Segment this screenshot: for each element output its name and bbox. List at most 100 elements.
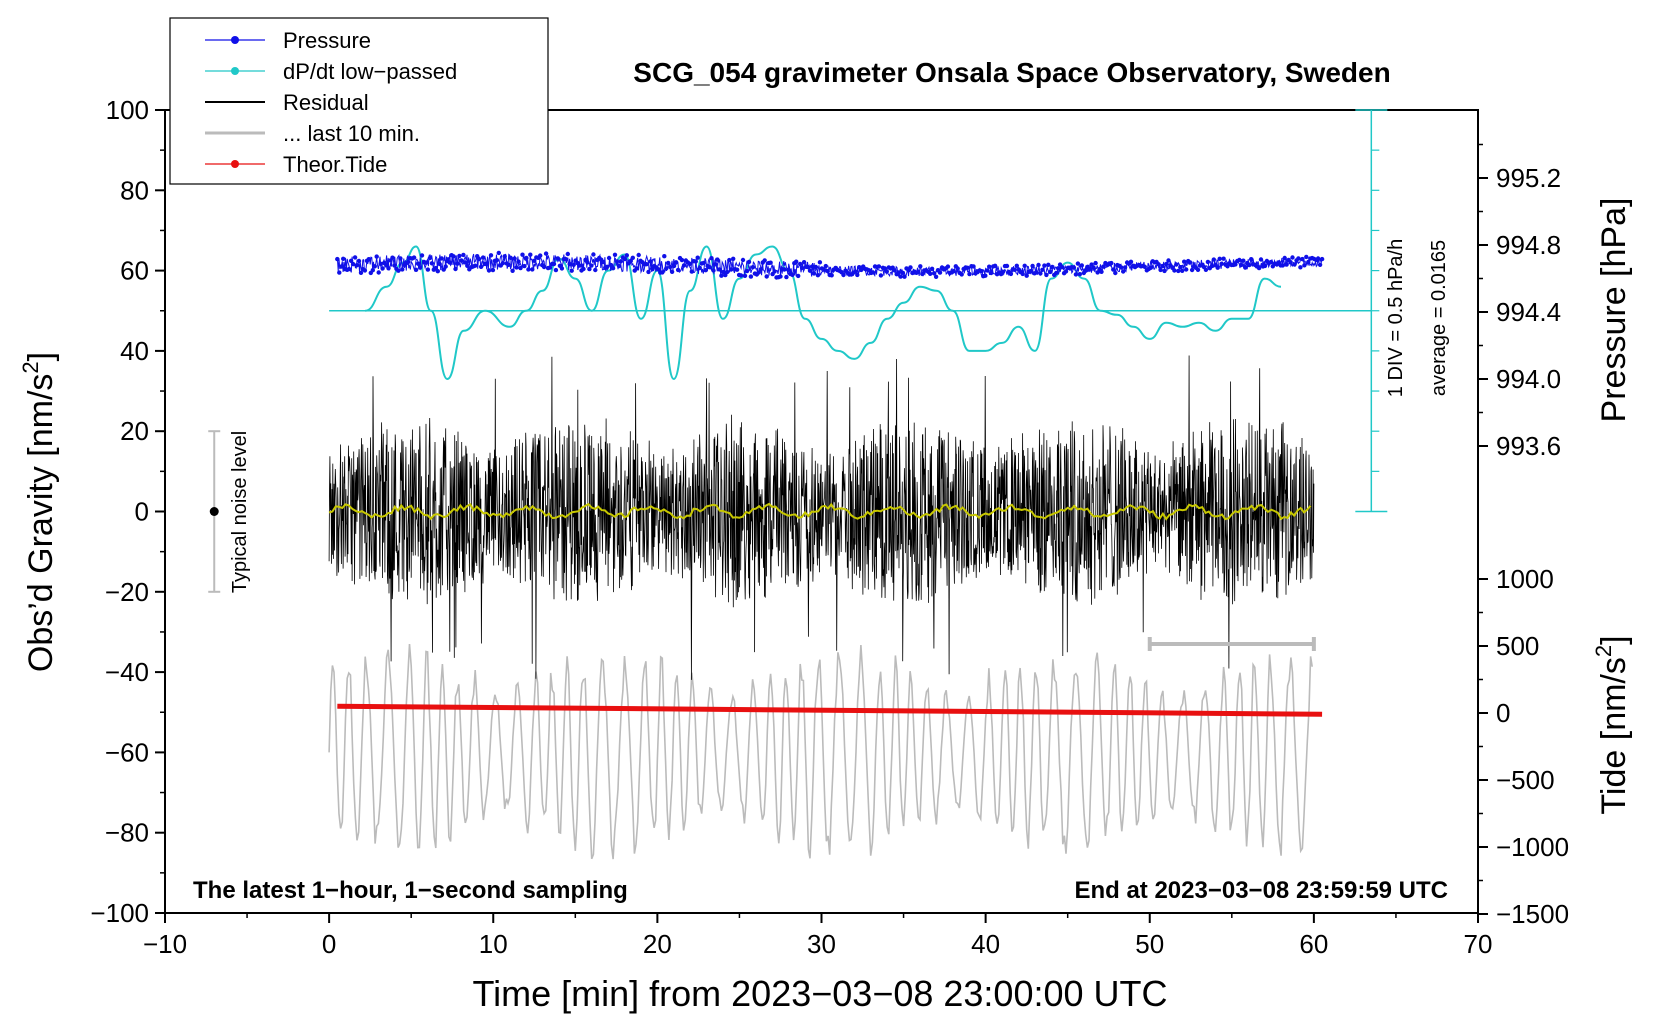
pressure-point [358,270,364,275]
pressure-point [979,268,984,274]
pressure-point [709,256,714,261]
pressure-point [455,261,460,266]
pressure-point [1241,258,1246,263]
pressure-point [429,261,435,266]
chart-title: SCG_054 gravimeter Onsala Space Observat… [633,57,1390,88]
pressure-point [563,257,568,262]
y-tick-label: 0 [135,497,149,527]
pressure-point [985,268,990,273]
pressure-point [669,269,675,274]
pressure-point [512,256,517,261]
pressure-point [900,270,905,275]
pressure-point [362,268,368,273]
pressure-point [815,273,821,278]
pressure-point [380,266,385,271]
pressure-point [955,266,960,271]
pressure-point [656,267,661,272]
pressure-point [1008,271,1014,277]
pressure-point [1028,269,1033,274]
pressure-point [437,261,442,267]
pressure-point [959,272,964,277]
pressure-point [918,264,923,269]
x-tick-label: 20 [643,929,672,959]
pressure-point [1077,272,1083,277]
pressure-point [1187,260,1193,265]
residual-line [328,355,1315,680]
pressure-point [419,253,425,258]
pressure-point [1211,257,1217,262]
pressure-point [987,264,992,269]
pressure-point [931,271,937,276]
residual-smoothed-line [328,502,1312,521]
pressure-point [417,265,423,270]
pressure-point [528,252,533,257]
pressure-point [796,273,801,279]
pressure-point [370,268,375,273]
pressure-point [589,263,594,268]
pressure-point [1315,256,1321,261]
tide-axis-label-sup: 2 [1591,645,1616,657]
pressure-point [1083,268,1088,273]
pressure-point [478,264,484,269]
pressure-point [782,267,787,272]
pressure-point [679,257,685,263]
pressure-point [801,260,807,265]
pressure-point [951,269,956,274]
pressure-point [1262,263,1268,269]
pressure-point [746,259,752,265]
tide-tick-label: −1000 [1496,832,1569,862]
pressure-point [559,266,565,271]
pressure-point [510,268,515,273]
pressure-point [798,261,803,267]
pressure-point [1000,269,1006,274]
legend-marker-dpdt [231,67,239,75]
pressure-point [799,265,805,270]
pressure-point [1166,258,1171,263]
pressure-point [764,274,769,279]
pressure-point [650,267,655,272]
pressure-point [675,267,681,273]
y-axis-label: Obs’d Gravity [nm/s2] [18,352,60,672]
pressure-point [496,250,501,256]
pressure-point [1164,261,1169,267]
pressure-point [459,258,464,263]
y-tick-label: 100 [106,95,149,125]
pressure-point [356,258,362,264]
pressure-point [1233,262,1238,267]
pressure-point [965,265,970,270]
pressure-point [447,260,452,265]
pressure-series [335,250,1325,280]
pressure-point [725,269,730,275]
pressure-point [719,273,724,278]
y-tick-label: −40 [105,657,149,687]
pressure-point [1063,269,1069,274]
pressure-point [1180,268,1185,273]
pressure-point [876,264,882,269]
pressure-point [386,266,391,271]
pressure-point [1087,266,1092,272]
pressure-point [778,274,783,279]
pressure-point [502,254,507,259]
pressure-point [937,270,943,275]
pressure-point [772,269,777,274]
pressure-point [1024,273,1029,278]
tide-tick-label: 500 [1496,631,1539,661]
legend-label-tide: Theor.Tide [283,152,387,177]
pressure-point [630,255,635,260]
y-tick-label: −80 [105,818,149,848]
pressure-point [1292,262,1297,267]
tide-tick-label: −1500 [1496,899,1569,929]
pressure-point [1284,262,1289,267]
pressure-point [1237,257,1242,263]
pressure-point [514,265,519,270]
pressure-point [707,265,712,270]
pressure-point [1182,259,1187,264]
legend-label-dpdt: dP/dt low−passed [283,59,457,84]
pressure-point [817,260,823,265]
y-tick-label: −60 [105,737,149,767]
pressure-point [738,273,744,278]
pressure-point [1306,259,1311,265]
pressure-point [870,270,876,275]
pressure-point [662,254,667,259]
pressure-point [398,256,403,261]
